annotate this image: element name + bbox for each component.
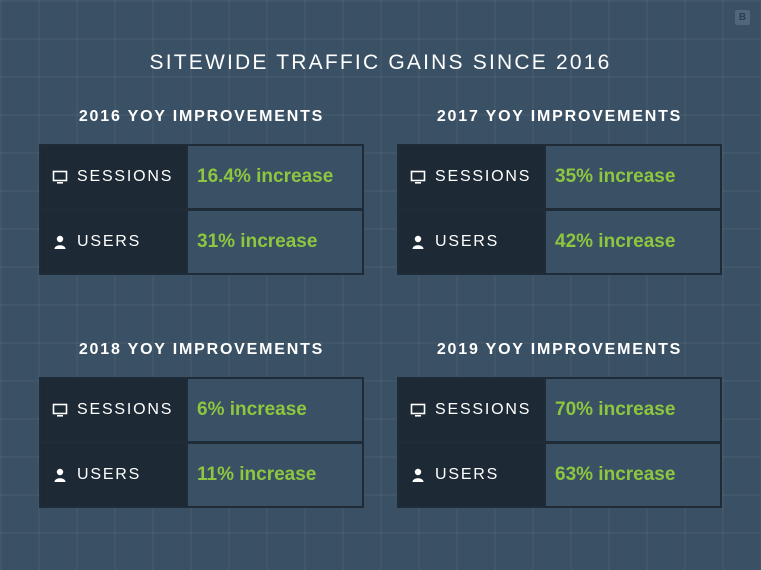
row-label: SESSIONS — [435, 168, 532, 185]
sessions-row: SESSIONS 16.4% increase — [41, 146, 362, 208]
stats-table: SESSIONS 35% increase USERS 42% increase — [397, 144, 722, 275]
row-label: SESSIONS — [435, 401, 532, 418]
monitor-icon — [52, 169, 68, 185]
row-label-cell: USERS — [41, 211, 186, 273]
section-title: 2019 YOY IMPROVEMENTS — [436, 341, 683, 358]
row-value: 35% increase — [544, 146, 720, 208]
brand-badge: B — [735, 10, 750, 25]
section-title: 2018 YOY IMPROVEMENTS — [78, 341, 325, 358]
row-value: 16.4% increase — [186, 146, 362, 208]
user-icon — [410, 467, 426, 483]
stats-table: SESSIONS 70% increase USERS 63% increase — [397, 377, 722, 508]
row-label: USERS — [435, 466, 500, 483]
sessions-row: SESSIONS 6% increase — [41, 379, 362, 441]
section-title: 2017 YOY IMPROVEMENTS — [436, 108, 683, 125]
row-label-cell: SESSIONS — [399, 146, 544, 208]
section-2017: 2017 YOY IMPROVEMENTS SESSIONS 35% incre… — [397, 106, 722, 275]
sessions-row: SESSIONS 35% increase — [399, 146, 720, 208]
user-icon — [52, 234, 68, 250]
row-label: SESSIONS — [77, 168, 174, 185]
row-value: 70% increase — [544, 379, 720, 441]
monitor-icon — [410, 402, 426, 418]
section-title: 2016 YOY IMPROVEMENTS — [78, 108, 325, 125]
monitor-icon — [410, 169, 426, 185]
row-label: USERS — [435, 233, 500, 250]
row-label-cell: SESSIONS — [399, 379, 544, 441]
row-value: 31% increase — [186, 211, 362, 273]
row-value: 42% increase — [544, 211, 720, 273]
users-row: USERS 31% increase — [41, 211, 362, 273]
row-label: SESSIONS — [77, 401, 174, 418]
row-label: USERS — [77, 233, 142, 250]
users-row: USERS 63% increase — [399, 444, 720, 506]
user-icon — [410, 234, 426, 250]
stats-table: SESSIONS 16.4% increase USERS 31% increa… — [39, 144, 364, 275]
row-value: 6% increase — [186, 379, 362, 441]
row-value: 11% increase — [186, 444, 362, 506]
row-label-cell: USERS — [399, 444, 544, 506]
section-2016: 2016 YOY IMPROVEMENTS SESSIONS 16.4% inc… — [39, 106, 364, 275]
sessions-row: SESSIONS 70% increase — [399, 379, 720, 441]
users-row: USERS 11% increase — [41, 444, 362, 506]
section-2018: 2018 YOY IMPROVEMENTS SESSIONS 6% increa… — [39, 339, 364, 508]
page-title: SITEWIDE TRAFFIC GAINS SINCE 2016 — [149, 51, 612, 75]
monitor-icon — [52, 402, 68, 418]
row-label-cell: USERS — [399, 211, 544, 273]
row-value: 63% increase — [544, 444, 720, 506]
row-label-cell: USERS — [41, 444, 186, 506]
row-label: USERS — [77, 466, 142, 483]
user-icon — [52, 467, 68, 483]
section-2019: 2019 YOY IMPROVEMENTS SESSIONS 70% incre… — [397, 339, 722, 508]
stats-table: SESSIONS 6% increase USERS 11% increase — [39, 377, 364, 508]
users-row: USERS 42% increase — [399, 211, 720, 273]
row-label-cell: SESSIONS — [41, 379, 186, 441]
row-label-cell: SESSIONS — [41, 146, 186, 208]
